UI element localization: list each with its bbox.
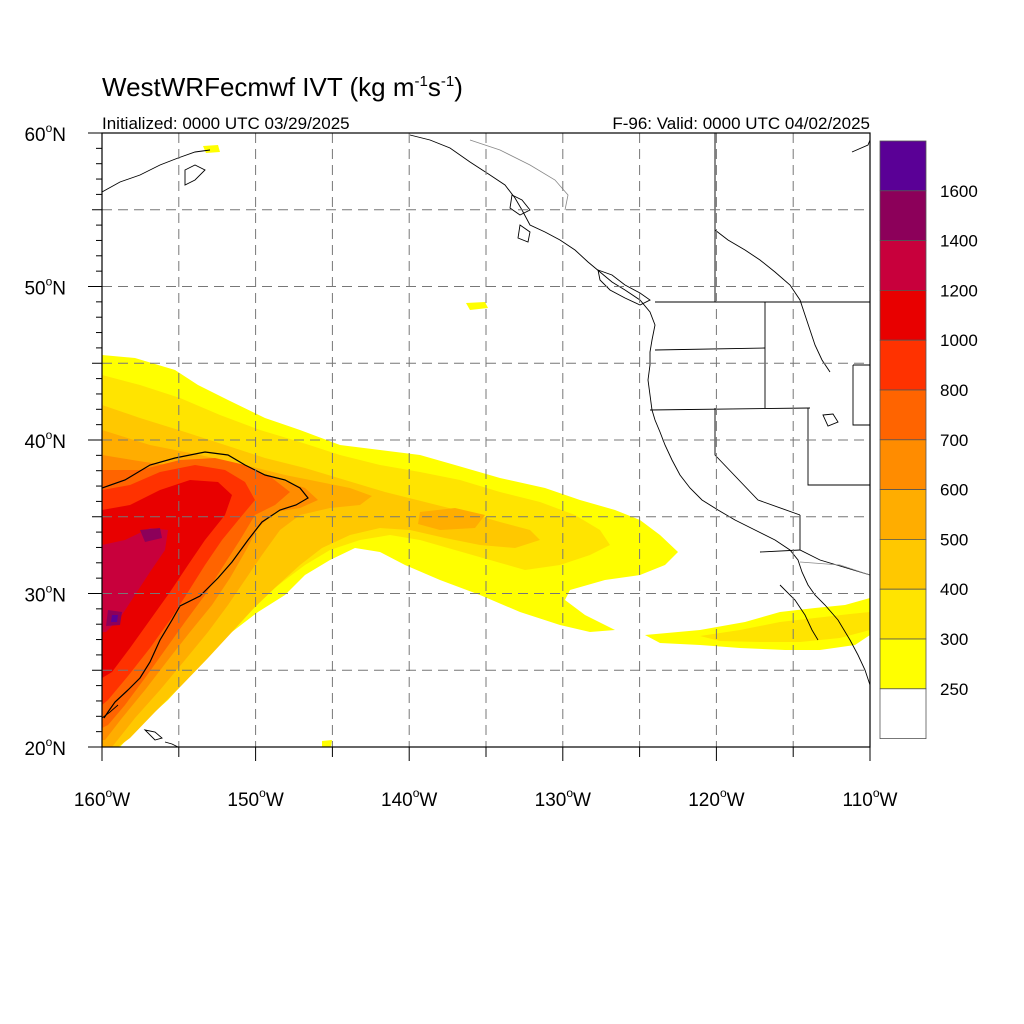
colorbar-swatch <box>879 489 927 540</box>
lon-label: 130oW <box>535 786 591 811</box>
valid-time-label: F-96: Valid: 0000 UTC 04/02/2025 <box>612 114 870 133</box>
colorbar: 1600 1400 1200 1000 800 700 600 500 400 300 250 <box>879 140 978 739</box>
colorbar-swatch <box>879 240 927 291</box>
lat-label: 20oN <box>24 735 66 760</box>
ivt-patch-250-south <box>322 740 332 747</box>
lon-label: 160oW <box>74 786 130 811</box>
colorbar-label: 800 <box>940 381 968 400</box>
colorbar-swatch <box>879 140 927 192</box>
lon-label: 150oW <box>227 786 283 811</box>
lat-label: 60oN <box>24 121 66 146</box>
lat-label: 40oN <box>24 428 66 453</box>
colorbar-label: 1600 <box>940 182 978 201</box>
colorbar-label: 250 <box>940 680 968 699</box>
lat-label: 50oN <box>24 275 66 300</box>
colorbar-swatch <box>879 539 927 590</box>
ivt-contour-line <box>102 451 309 719</box>
lon-label: 140oW <box>381 786 437 811</box>
colorbar-swatch <box>879 190 927 242</box>
colorbar-swatch <box>879 389 927 441</box>
colorbar-swatch <box>879 688 927 739</box>
colorbar-swatch <box>879 439 927 490</box>
ivt-patch-250-alaska <box>203 145 220 153</box>
colorbar-swatch <box>879 588 927 640</box>
state-borders <box>649 133 870 576</box>
coastlines <box>102 134 870 747</box>
lat-lon-grid <box>102 133 870 747</box>
axis-ticks: 60oN 50oN 40oN 30oN 20oN 160oW 150oW 140oW 130oW… <box>24 121 897 811</box>
colorbar-swatch <box>879 638 927 690</box>
colorbar-label: 1400 <box>940 232 978 251</box>
lat-label: 30oN <box>24 582 66 607</box>
ivt-band-1000 <box>102 480 232 678</box>
colorbar-label: 1000 <box>940 331 978 350</box>
colorbar-swatch <box>879 339 927 391</box>
colorbar-label: 1200 <box>940 281 978 300</box>
colorbar-label: 300 <box>940 630 968 649</box>
ivt-band-1400 <box>106 528 162 626</box>
colorbar-label: 500 <box>940 530 968 549</box>
ivt-band-300-mex <box>700 612 870 642</box>
colorbar-label: 700 <box>940 431 968 450</box>
colorbar-label: 600 <box>940 481 968 500</box>
ivt-patch-250-north <box>466 302 488 310</box>
ivt-band-1200 <box>102 528 168 632</box>
colorbar-swatch <box>879 289 927 341</box>
initialized-label: Initialized: 0000 UTC 03/29/2025 <box>102 114 350 133</box>
international-borders <box>469 139 870 576</box>
map-title: WestWRFecmwf IVT (kg m-1s-1) <box>102 72 463 102</box>
ivt-band-1600 <box>111 615 118 622</box>
lon-label: 120oW <box>688 786 744 811</box>
colorbar-label: 400 <box>940 580 968 599</box>
lon-label: 110oW <box>843 786 898 811</box>
ivt-patch-500-mid <box>418 508 485 530</box>
